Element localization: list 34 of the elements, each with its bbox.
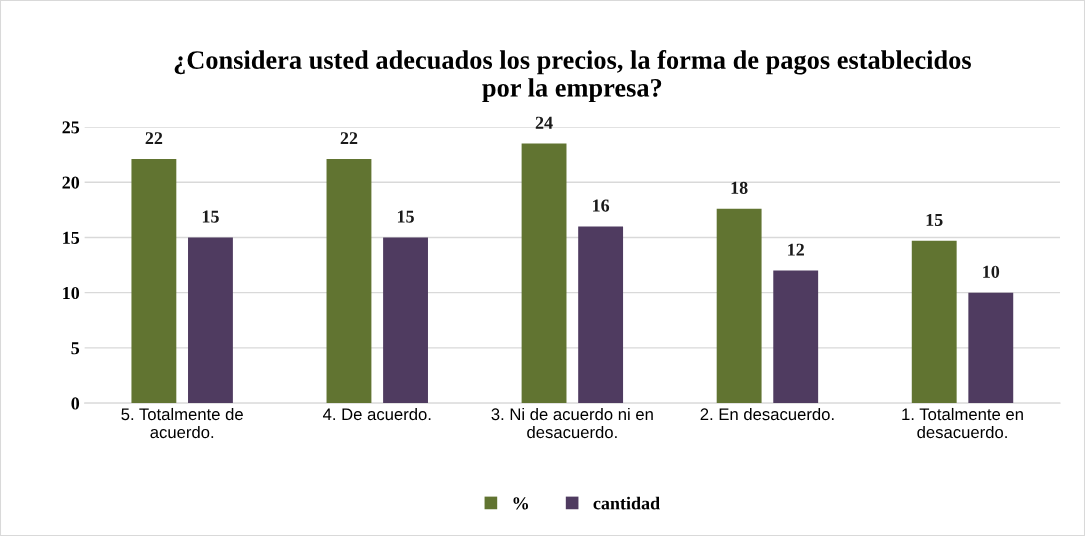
x-tick-label: 4. De acuerdo. xyxy=(322,407,431,421)
bar xyxy=(383,237,428,404)
chart-title: ¿Considera usted adecuados los precios, la forma de pagos establecidos por la empresa? xyxy=(174,50,971,103)
bar xyxy=(716,208,762,404)
bar xyxy=(188,237,233,404)
x-tick-label: 1. Totalmente en desacuerdo. xyxy=(902,407,1023,439)
legend-label: % xyxy=(513,497,529,510)
data-label: 15 xyxy=(926,213,943,226)
y-tick-label: 0 xyxy=(71,397,80,410)
y-tick-label: 10 xyxy=(63,286,80,300)
x-tick-label: 2. En desacuerdo. xyxy=(700,407,834,421)
x-tick-label: 5. Totalmente de acuerdo. xyxy=(121,407,243,439)
data-label: 12 xyxy=(788,243,804,256)
data-label: 15 xyxy=(397,210,414,223)
bar xyxy=(521,143,567,404)
data-label: 22 xyxy=(145,132,163,145)
y-tick-label: 15 xyxy=(63,231,80,244)
y-tick-label: 5 xyxy=(71,342,80,355)
legend-label: cantidad xyxy=(593,496,660,510)
bar xyxy=(578,226,624,404)
bar xyxy=(131,159,177,404)
data-label: 10 xyxy=(983,265,1000,278)
data-label: 16 xyxy=(593,199,610,212)
bar xyxy=(326,159,372,404)
y-tick-label: 20 xyxy=(62,176,80,189)
data-label: 24 xyxy=(535,116,553,129)
data-label: 22 xyxy=(340,132,358,145)
data-label: 18 xyxy=(731,181,748,194)
y-tick-label: 25 xyxy=(62,121,80,134)
bar xyxy=(911,240,957,404)
data-label: 15 xyxy=(202,210,219,223)
bar xyxy=(968,292,1014,404)
bar xyxy=(773,270,819,404)
x-tick-label: 3. Ni de acuerdo ni en desacuerdo. xyxy=(491,407,653,439)
